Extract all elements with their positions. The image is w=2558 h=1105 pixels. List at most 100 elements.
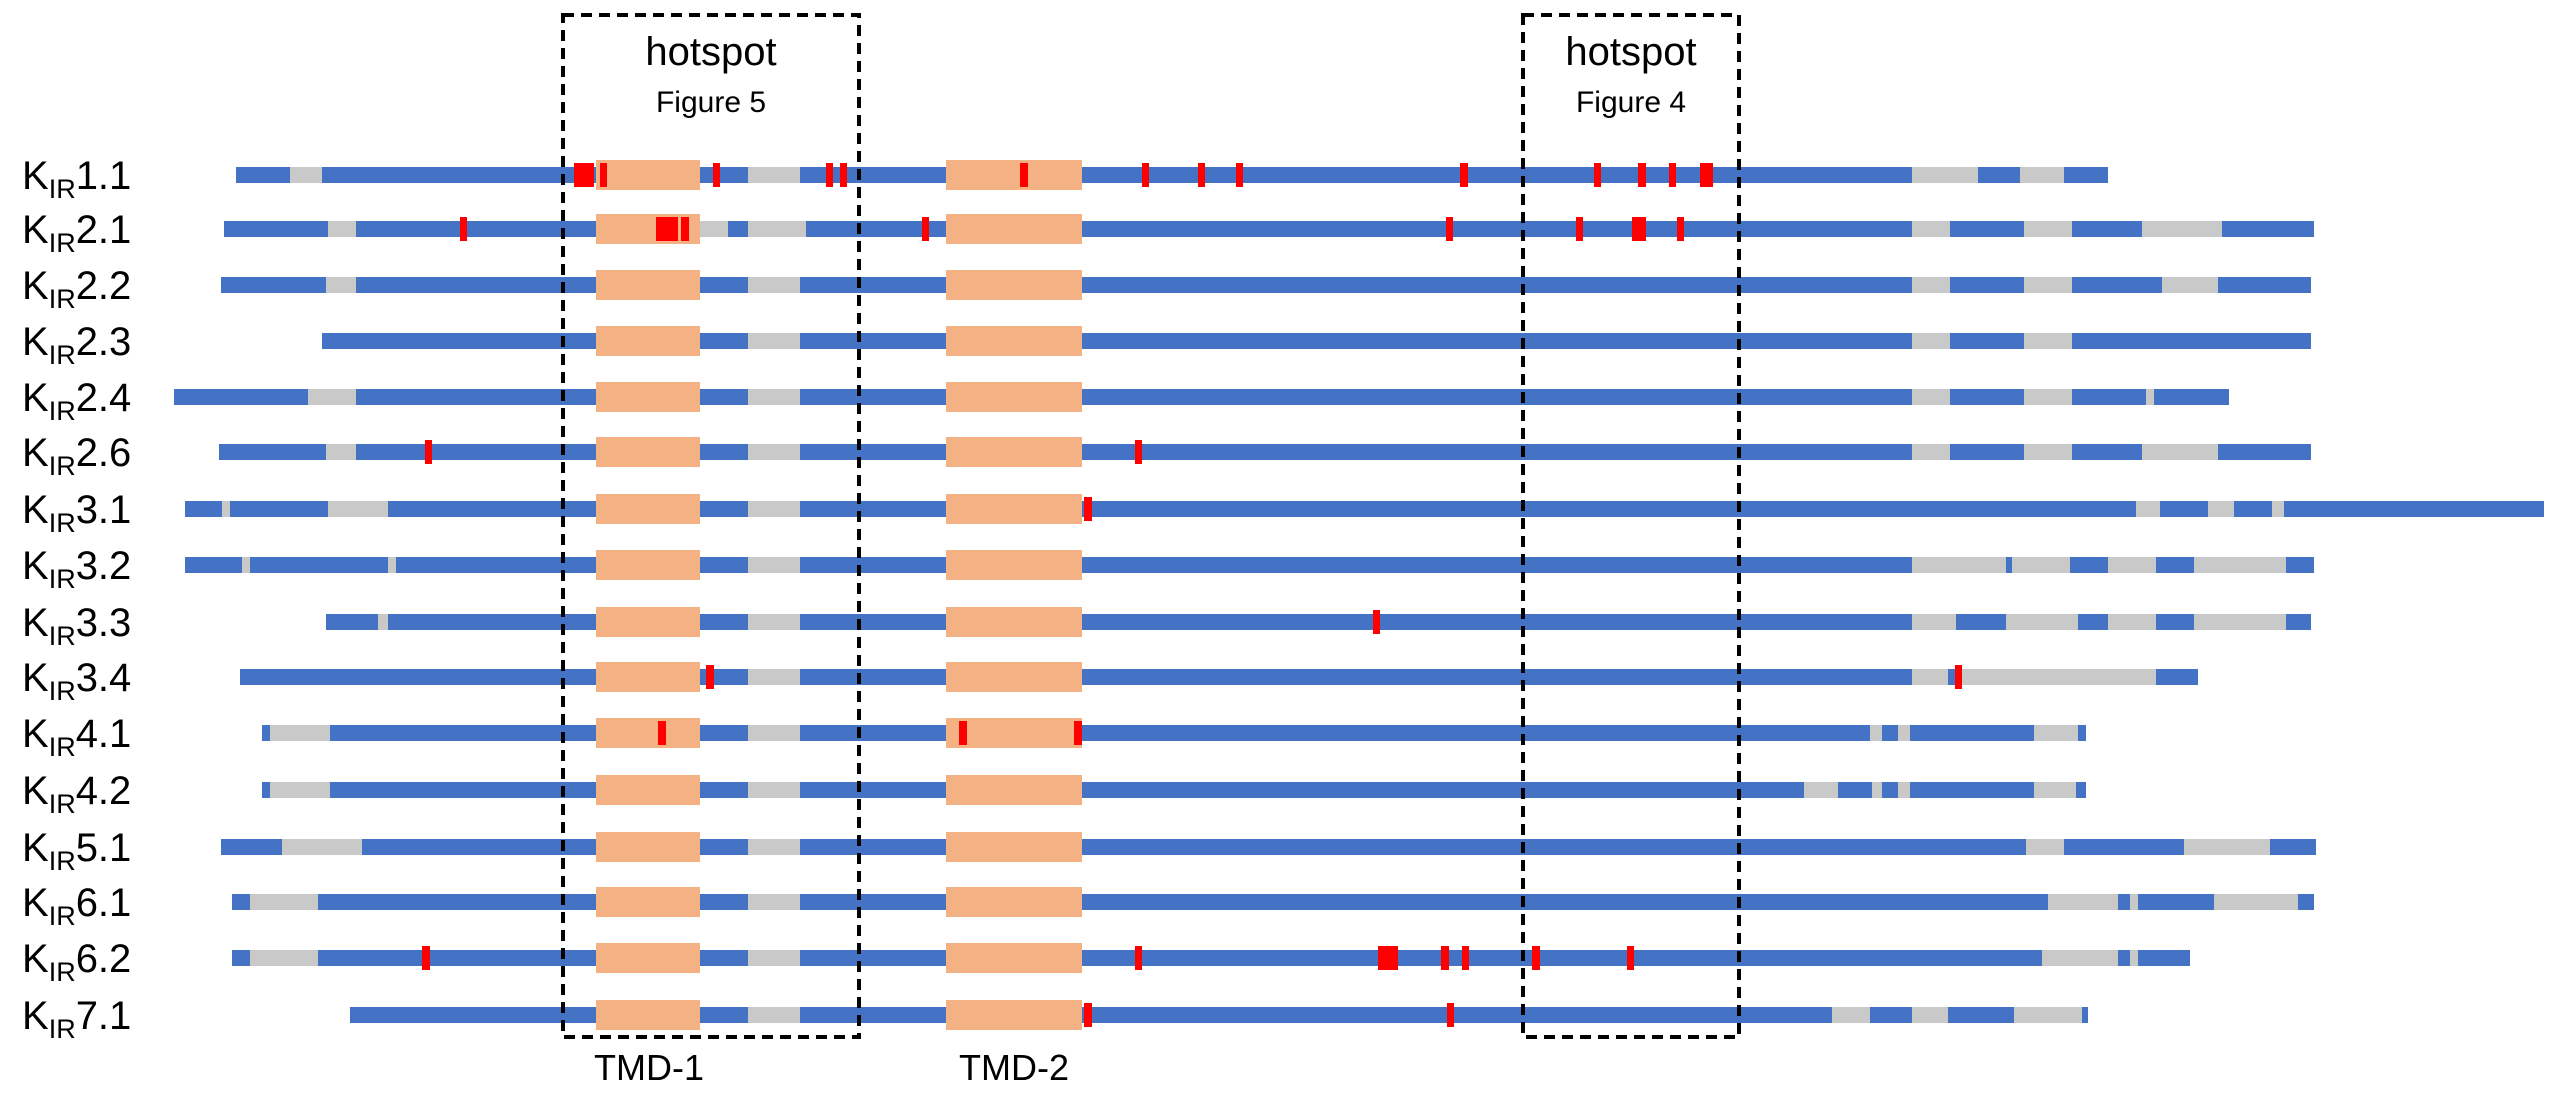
channel-label-number: 6.1 [76,881,132,925]
tmd-2-segment [946,607,1082,637]
tmd-2-segment [946,494,1082,524]
channel-label-number: 5.1 [76,826,132,870]
channel-track [232,943,2190,973]
channel-label-subscript: IR [49,228,76,258]
channel-label: KIR6.2 [22,937,131,987]
channel-label-subscript: IR [49,676,76,706]
channel-track [236,160,2108,190]
alignment-gap [1872,782,1882,798]
alignment-gap [1912,669,1948,685]
mutation-mark [1576,217,1583,241]
mutation-mark [1135,946,1142,970]
channel-label-prefix: K [22,431,49,475]
channel-label-prefix: K [22,601,49,645]
tmd-2-segment [946,887,1082,917]
mutation-mark [713,163,720,187]
channel-label-prefix: K [22,488,49,532]
tmd-2-segment [946,550,1082,580]
alignment-gap [1912,277,1950,293]
tmd-1-segment [596,607,700,637]
mutation-mark [1198,163,1205,187]
channel-label-subscript: IR [49,396,76,426]
tmd-1-segment [596,437,700,467]
channel-track [221,832,2316,862]
mutation-mark [1236,163,1243,187]
channel-label-subscript: IR [49,621,76,651]
alignment-gap [2024,277,2072,293]
tmd-1-segment [596,270,700,300]
channel-track [224,214,2314,244]
alignment-gap [328,501,388,517]
channel-track [262,775,2086,805]
channel-label: KIR2.4 [22,376,131,426]
alignment-gap [2048,894,2118,910]
alignment-gap [748,839,800,855]
channel-label-number: 2.4 [76,376,132,420]
channel-label: KIR2.2 [22,264,131,314]
mutation-mark [1084,1003,1092,1027]
tmd-1-segment [596,832,700,862]
channel-label-number: 2.1 [76,208,132,252]
channel-label-number: 4.2 [76,769,132,813]
mutation-mark [681,217,689,241]
mutation-mark [422,946,430,970]
mutation-mark [840,163,847,187]
alignment-gap [1956,669,2108,685]
tmd-2-segment [946,775,1082,805]
mutation-mark [1084,497,1092,521]
alignment-gap [270,725,330,741]
tmd-2-segment [946,437,1082,467]
hotspot-title: hotspot [1565,30,1696,74]
tmd-1-segment [596,160,700,190]
sequence-backbone [185,501,2544,517]
channel-label: KIR4.2 [22,769,131,819]
hotspot-title: hotspot [645,30,776,74]
channel-label-subscript: IR [49,174,76,204]
alignment-gap [748,277,800,293]
alignment-gap [748,1007,800,1023]
alignment-gap [2272,501,2284,517]
mutation-mark [1677,217,1684,241]
channel-label: KIR3.4 [22,656,131,706]
mutation-mark [1460,163,1468,187]
channel-track [174,382,2229,412]
alignment-gap [2108,669,2156,685]
tmd-2-segment [946,943,1082,973]
alignment-gap [222,501,230,517]
channel-track [326,607,2311,637]
sequence-backbone [232,894,2314,910]
channel-label: KIR3.3 [22,601,131,651]
channel-track [185,494,2544,524]
channel-label-number: 3.4 [76,656,132,700]
alignment-gap [2006,614,2078,630]
channel-label: KIR2.3 [22,320,131,370]
tmd-1-segment [596,662,700,692]
alignment-gap [250,950,318,966]
alignment-gap [748,894,800,910]
channel-label-prefix: K [22,826,49,870]
alignment-gap [2034,782,2076,798]
sequence-backbone [326,614,2311,630]
alignment-gap [2108,614,2156,630]
mutation-mark [658,721,666,745]
mutation-mark [1955,665,1962,689]
mutation-mark [656,217,678,241]
sequence-tracks [174,160,2544,1030]
mutation-mark [1441,946,1449,970]
alignment-gap [1912,614,1956,630]
alignment-gap [2162,277,2218,293]
alignment-gap [2042,950,2118,966]
channel-label-prefix: K [22,544,49,588]
alignment-gap [748,614,800,630]
hotspot-subtitle: Figure 4 [1576,86,1686,119]
tmd-1-segment [596,550,700,580]
alignment-gap [2194,557,2286,573]
alignment-gap [2026,839,2064,855]
alignment-gap [2024,333,2072,349]
alignment-gap [2012,557,2070,573]
channel-label-number: 6.2 [76,937,132,981]
mutation-mark [460,217,467,241]
sequence-backbone [262,725,2086,741]
channel-label-prefix: K [22,320,49,364]
sequence-backbone [322,333,2311,349]
